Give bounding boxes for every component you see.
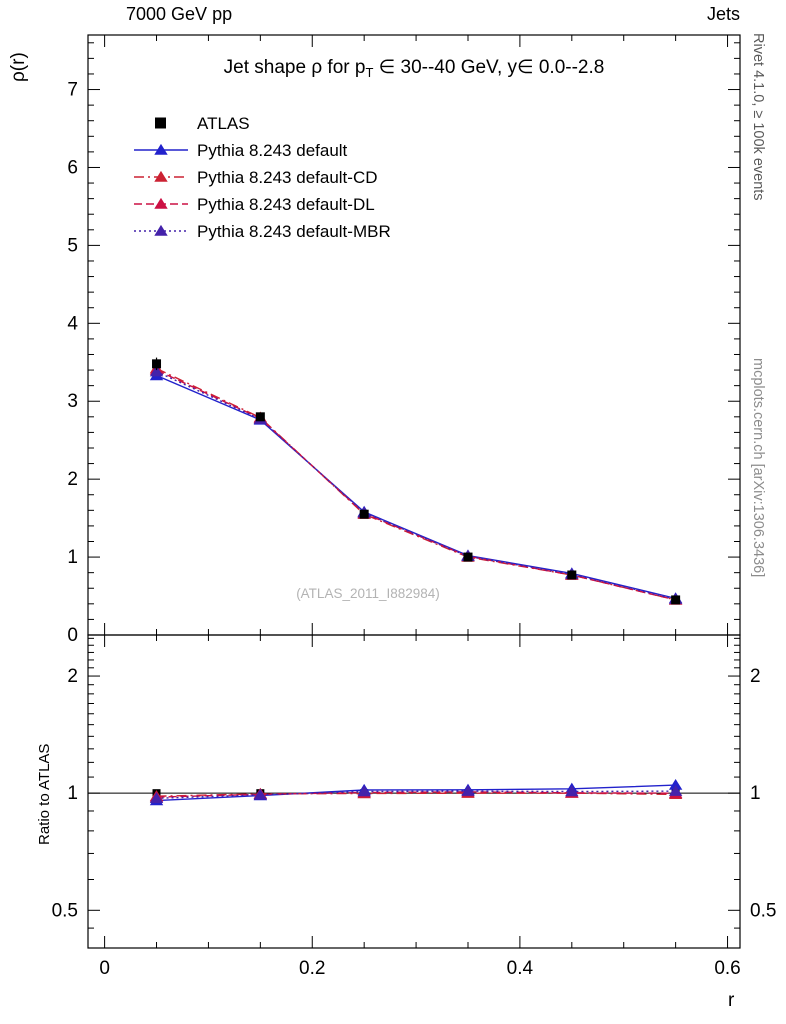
legend-item: Pythia 8.243 default-DL [134,195,375,214]
legend-label: Pythia 8.243 default-CD [197,168,378,187]
legend-label: Pythia 8.243 default [197,141,348,160]
series-line [149,362,683,605]
ratio-series [88,778,740,806]
svg-text:6: 6 [67,157,78,178]
svg-text:7: 7 [67,80,78,101]
svg-text:2: 2 [67,469,78,490]
svg-text:5: 5 [67,235,78,256]
legend: ATLAS Pythia 8.243 default Pythia 8.243 de… [134,114,391,241]
svg-text:0.2: 0.2 [299,958,325,979]
svg-text:1: 1 [750,783,761,804]
chart-title: Jet shape ρ for pT ∈ 30--40 GeV, y∈ 0.0-… [224,57,605,80]
x-axis-title: r [728,990,735,1011]
svg-text:2: 2 [750,666,761,687]
svg-text:0.4: 0.4 [507,958,534,979]
series-line [149,363,683,605]
svg-text:4: 4 [67,313,78,334]
axes: 0 0.2 0.4 0.6 0 1 2 3 4 5 6 7 0.5 0.5 1 1 2 2 [52,34,776,979]
main-series [149,357,683,605]
svg-text:0.5: 0.5 [52,900,78,921]
legend-item: Pythia 8.243 default-CD [134,168,378,187]
legend-item: Pythia 8.243 default-MBR [134,222,391,241]
svg-text:0: 0 [99,958,110,979]
series-line [149,365,683,604]
svg-text:2: 2 [67,666,78,687]
svg-text:3: 3 [67,391,78,412]
svg-text:0.6: 0.6 [714,958,740,979]
beam-label: 7000 GeV pp [126,4,233,24]
legend-square-marker [155,117,166,129]
analysis-id-watermark: (ATLAS_2011_I882984) [296,586,440,601]
svg-text:0: 0 [67,625,78,646]
svg-text:0.5: 0.5 [750,900,776,921]
legend-label: ATLAS [197,114,250,133]
legend-label: Pythia 8.243 default-DL [197,195,375,214]
series-atlas-data [152,357,681,605]
legend-label: Pythia 8.243 default-MBR [197,222,391,241]
svg-text:1: 1 [67,547,78,568]
analysis-group-label: Jets [706,4,740,24]
legend-item: Pythia 8.243 default [134,141,348,160]
svg-text:1: 1 [67,783,78,804]
legend-item: ATLAS [155,114,250,133]
